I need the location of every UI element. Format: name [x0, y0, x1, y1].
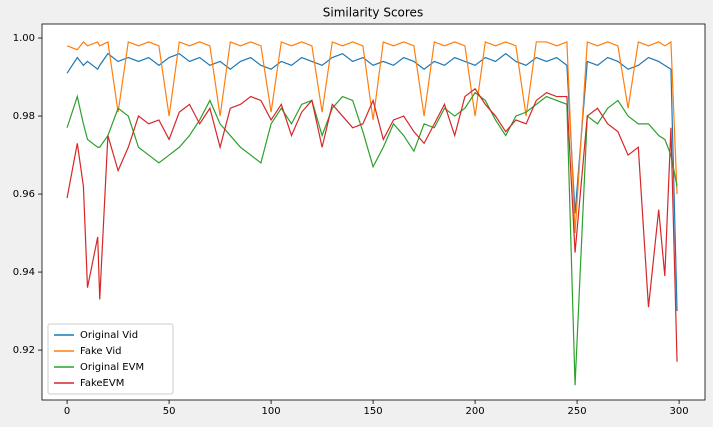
legend-label: Fake Vid [80, 346, 121, 357]
x-tick-label: 200 [466, 406, 485, 417]
y-tick-label: 0.92 [13, 345, 35, 356]
y-tick-label: 0.98 [13, 111, 35, 122]
series-line [66, 91, 678, 386]
x-tick-label: 250 [568, 406, 587, 417]
legend-label: Original Vid [80, 330, 138, 341]
legend-label: FakeEVM [80, 378, 124, 389]
axes-frame [41, 23, 706, 401]
x-tick-label: 0 [64, 406, 70, 417]
y-tick-label: 1.00 [13, 33, 35, 44]
y-tick-label: 0.94 [13, 267, 35, 278]
x-tick-label: 100 [262, 406, 281, 417]
y-tick-label: 0.96 [13, 189, 35, 200]
chart-title: Similarity Scores [323, 6, 423, 20]
x-tick-label: 50 [163, 406, 176, 417]
legend-box [47, 323, 174, 395]
legend-label: Original EVM [80, 362, 144, 373]
series-line [66, 87, 678, 362]
x-tick-label: 300 [670, 406, 689, 417]
series-line [66, 40, 678, 234]
x-tick-label: 150 [364, 406, 383, 417]
lines [66, 40, 678, 386]
